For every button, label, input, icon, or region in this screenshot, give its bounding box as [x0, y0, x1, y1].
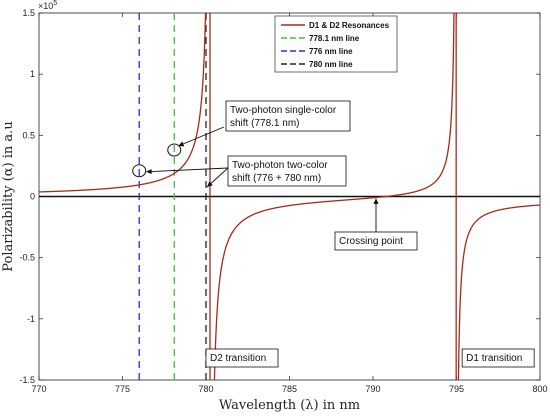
- x-tick-label: 780: [198, 384, 213, 394]
- d1-transition-label-text: D1 transition: [466, 353, 522, 364]
- single-color-annotation-text: shift (778.1 nm): [230, 118, 299, 129]
- x-tick-label: 785: [282, 384, 297, 394]
- two-color-annotation: [227, 155, 347, 187]
- crossing-point-annotation: [334, 231, 418, 251]
- resonance-curve-segment: [213, 13, 455, 380]
- y-tick-label: 1: [30, 69, 35, 79]
- d2-transition-label: [205, 348, 279, 368]
- x-tick-label: 800: [532, 384, 547, 394]
- two-color-arrow-1-head: [146, 168, 152, 175]
- two-color-arrow-2-head: [207, 181, 213, 187]
- resonance-curve-segment: [39, 13, 207, 193]
- crossing-point-arrow-head: [373, 198, 379, 204]
- legend-entry: 776 nm line: [309, 47, 353, 56]
- legend-entry: 780 nm line: [309, 60, 353, 69]
- two-color-annotation-text: shift (776 + 780 nm): [232, 173, 321, 184]
- crossing-point-annotation-text: Crossing point: [339, 236, 403, 247]
- single-color-annotation: [225, 100, 351, 132]
- y-multiplier: ×105: [38, 0, 57, 11]
- x-tick-label: 770: [31, 384, 46, 394]
- x-tick-label: 795: [449, 384, 464, 394]
- shift-marker-circle: [167, 143, 182, 157]
- y-tick-label: 0.5: [22, 130, 35, 140]
- resonance-curve-segment: [457, 204, 540, 380]
- d1-transition-label: [461, 348, 535, 368]
- single-color-arrow-head: [178, 141, 185, 147]
- legend-entry: D1 & D2 Resonances: [309, 21, 390, 30]
- y-tick-label: -0.5: [19, 253, 35, 263]
- y-axis-label: Polarizability (α) in a.u: [1, 121, 16, 271]
- y-tick-label: -1.5: [19, 375, 35, 385]
- shift-marker-circle: [132, 164, 147, 178]
- two-color-arrow-1: [146, 167, 229, 173]
- x-tick-label: 790: [365, 384, 380, 394]
- single-color-annotation-text: Two-photon single-color: [230, 105, 337, 116]
- d2-transition-label-text: D2 transition: [210, 353, 266, 364]
- legend-entry: 778.1 nm line: [309, 34, 360, 43]
- y-tick-label: -1: [27, 314, 35, 324]
- two-color-annotation-text: Two-photon two-color: [232, 160, 328, 171]
- y-tick-label: 1.5: [22, 8, 35, 18]
- x-tick-label: 775: [115, 384, 130, 394]
- single-color-arrow: [178, 126, 225, 147]
- y-tick-label: 0: [30, 192, 35, 202]
- x-axis-label: Wavelength (λ) in nm: [219, 398, 360, 413]
